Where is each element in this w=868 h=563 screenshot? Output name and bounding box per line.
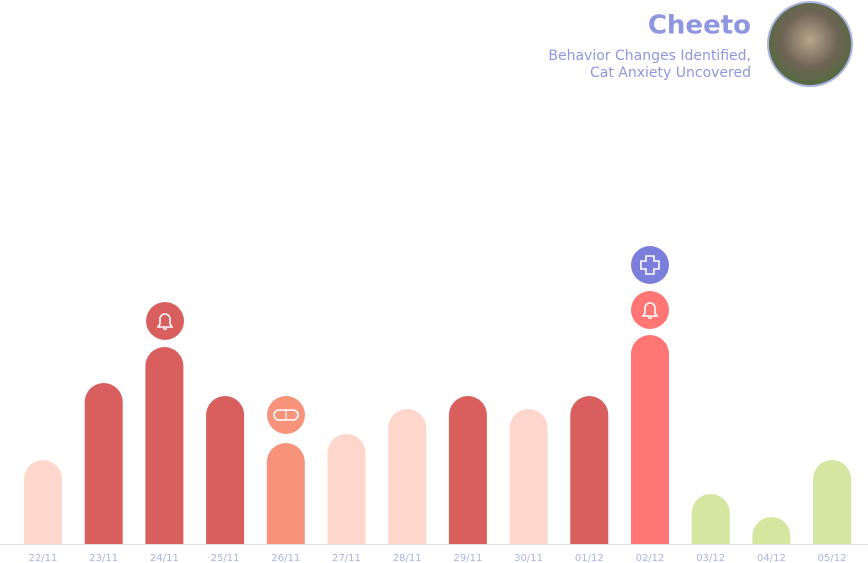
x-tick-label: 22/11 <box>29 553 58 563</box>
x-tick-label: 30/11 <box>514 553 543 563</box>
bar <box>206 396 245 544</box>
bar <box>448 396 487 544</box>
bar <box>266 443 305 544</box>
x-tick-label: 04/12 <box>757 553 786 563</box>
x-tick-label: 01/12 <box>575 553 604 563</box>
avatar <box>767 1 853 87</box>
bell-icon <box>631 291 669 329</box>
subtitle: Cat Anxiety Uncovered <box>590 65 751 81</box>
x-tick-label: 25/11 <box>211 553 240 563</box>
x-tick-label: 26/11 <box>271 553 300 563</box>
x-tick-label: 29/11 <box>453 553 482 563</box>
bar <box>24 460 62 544</box>
bar <box>570 396 609 544</box>
x-tick-label: 03/12 <box>696 553 725 563</box>
cross-icon <box>631 246 669 284</box>
x-tick-label: 05/12 <box>818 553 847 563</box>
x-tick-label: 28/11 <box>393 553 422 563</box>
chart-title: Cheeto <box>648 11 751 41</box>
subtitle: Behavior Changes Identified, <box>548 48 751 64</box>
x-tick-label: 24/11 <box>150 553 179 563</box>
x-tick-label: 27/11 <box>332 553 361 563</box>
bell-icon <box>146 302 184 340</box>
bar <box>509 409 548 544</box>
bar <box>752 517 791 544</box>
bar <box>327 434 366 544</box>
bar <box>813 460 852 544</box>
bar <box>145 347 184 544</box>
x-tick-label: 02/12 <box>636 553 665 563</box>
bar <box>631 335 669 544</box>
bandage-icon <box>267 396 305 434</box>
bar <box>84 383 123 544</box>
x-tick-label: 23/11 <box>89 553 118 563</box>
bar <box>691 494 730 544</box>
bar <box>388 409 427 544</box>
